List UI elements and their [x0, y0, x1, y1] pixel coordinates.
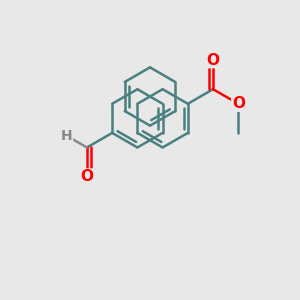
Text: O: O [80, 169, 93, 184]
Text: O: O [232, 96, 245, 111]
Text: O: O [207, 52, 220, 68]
Text: H: H [61, 129, 73, 143]
